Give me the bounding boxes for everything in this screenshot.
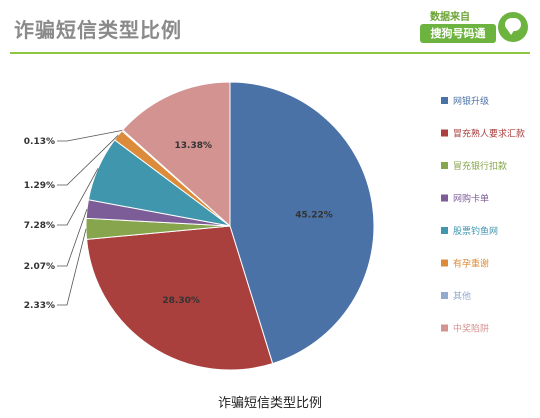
data-label: 28.30% <box>162 296 200 306</box>
source-label: 数据来自 <box>430 12 470 23</box>
brand-logo-text: 搜狗号码通 <box>420 24 496 43</box>
legend-swatch <box>441 129 448 137</box>
legend-label: 有孕重谢 <box>453 258 489 270</box>
legend-label: 网购卡单 <box>453 193 489 205</box>
legend-label: 股票钓鱼网 <box>453 225 498 237</box>
leader-line <box>57 168 99 226</box>
data-label: 45.22% <box>295 210 333 220</box>
pie-slice <box>229 81 375 365</box>
data-label: 7.28% <box>24 221 55 231</box>
legend-label: 冒充银行扣款 <box>453 160 507 172</box>
leader-line <box>57 135 119 186</box>
data-label: 2.07% <box>24 262 55 272</box>
legend-swatch <box>441 324 448 332</box>
legend-swatch <box>441 97 448 104</box>
leader-line <box>57 208 88 267</box>
legend-swatch <box>441 259 448 267</box>
data-label: 2.33% <box>24 301 55 311</box>
legend-swatch <box>441 194 448 202</box>
pie-slice <box>86 225 274 371</box>
page-title: 诈骗短信类型比例 <box>14 18 182 42</box>
chat-bubble-icon <box>498 12 528 42</box>
legend-label: 冒充熟人要求汇款 <box>453 128 525 140</box>
leader-line <box>57 130 123 142</box>
legend-swatch <box>441 162 448 169</box>
data-label: 0.13% <box>24 137 55 147</box>
leader-line <box>57 228 87 306</box>
data-label: 13.38% <box>175 141 213 151</box>
data-label: 1.29% <box>24 181 55 191</box>
header-divider <box>10 52 530 54</box>
legend-label: 其他 <box>453 290 471 302</box>
pie-slice <box>121 81 231 228</box>
legend-swatch <box>441 292 448 299</box>
chart-caption: 诈骗短信类型比例 <box>217 396 322 411</box>
legend-label: 中奖陷阱 <box>453 323 489 335</box>
legend-label: 网银升级 <box>453 95 489 107</box>
legend-swatch <box>441 227 448 234</box>
